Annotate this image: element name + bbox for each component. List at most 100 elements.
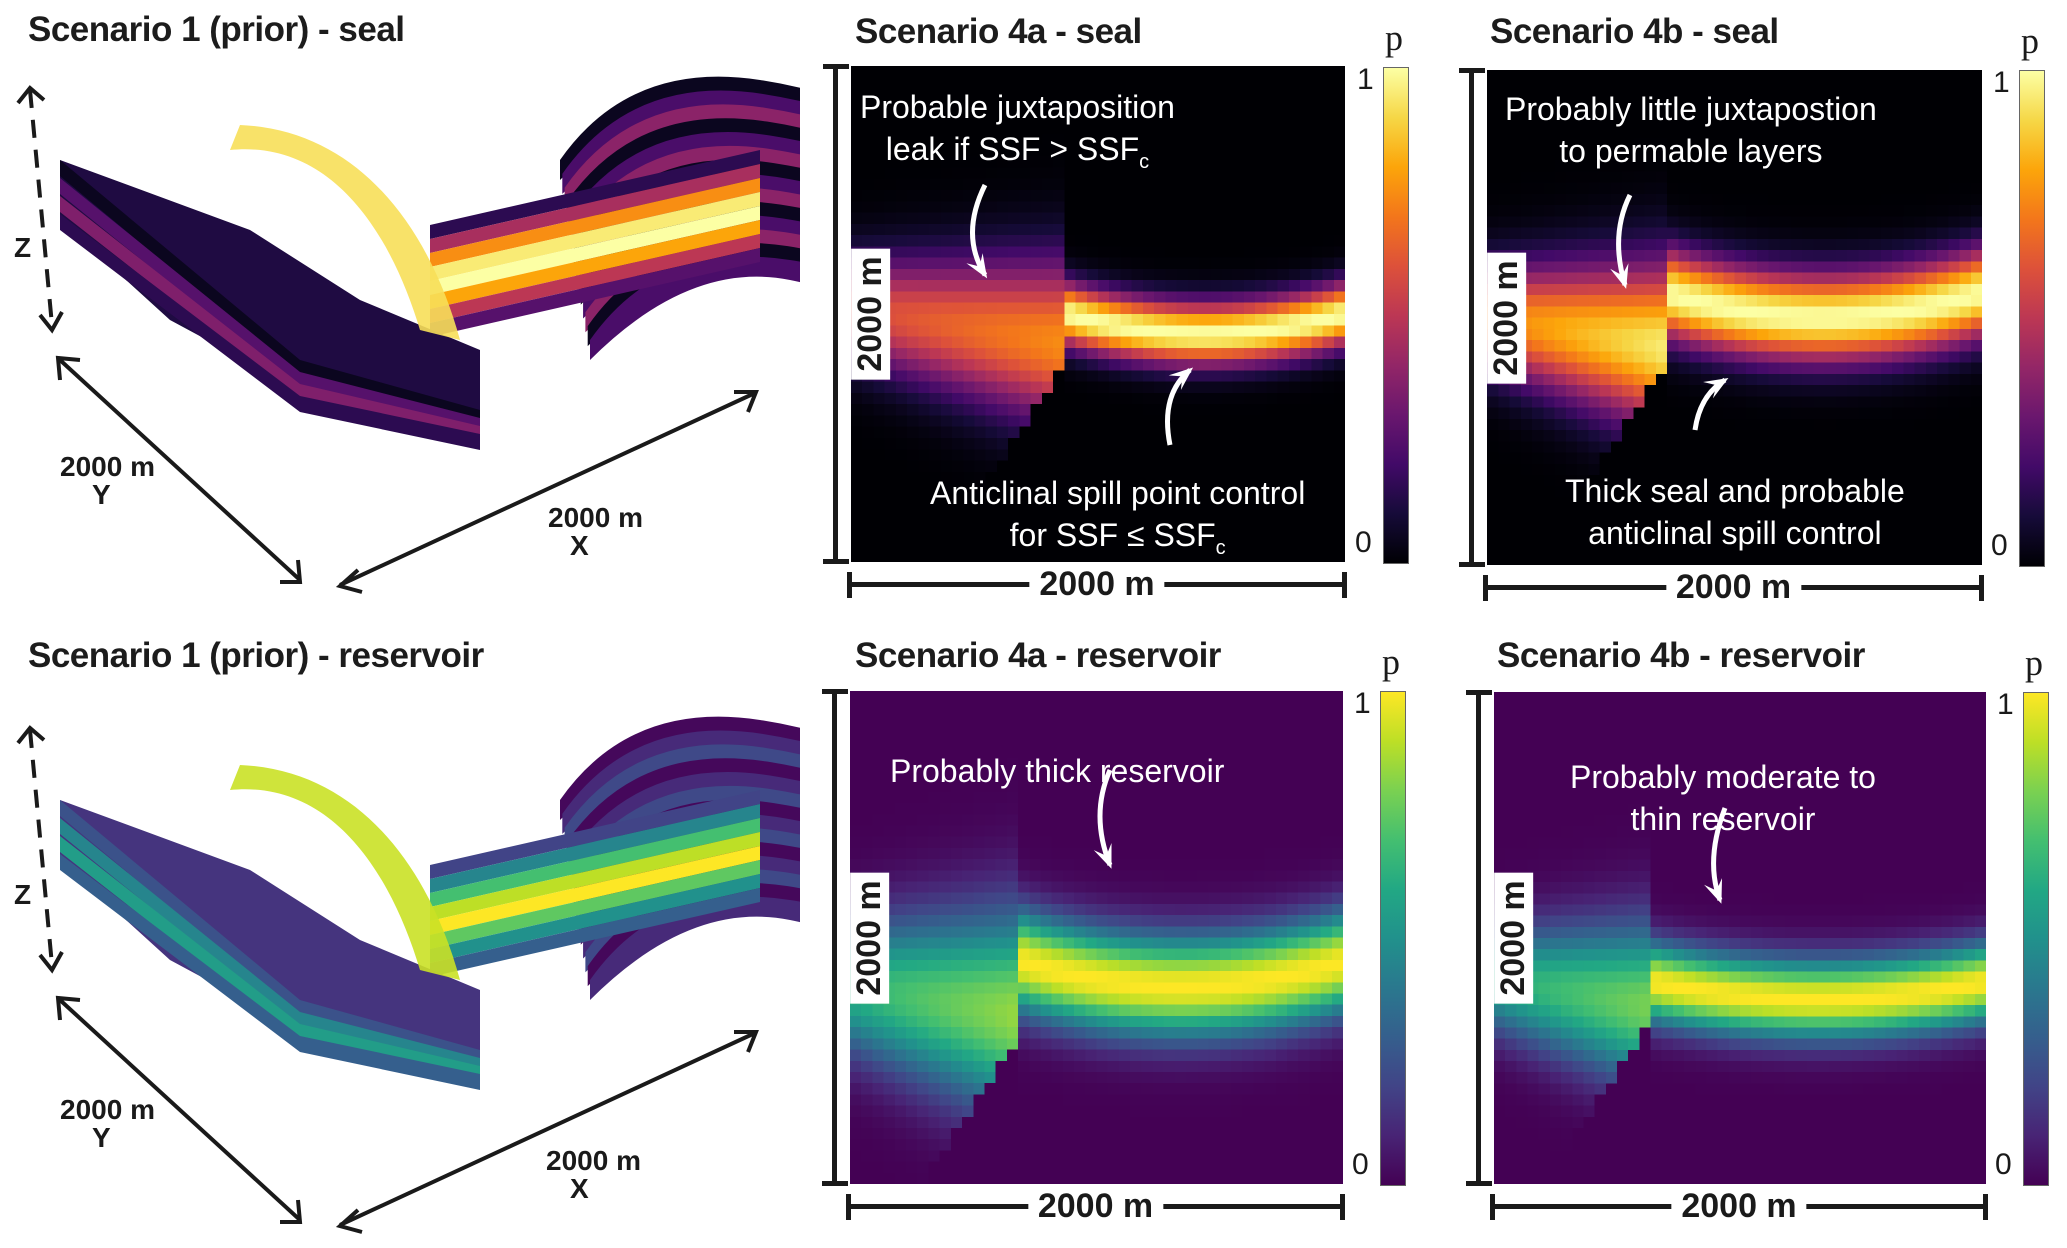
scale-cap <box>847 572 852 598</box>
annotation-line: to permable layers <box>1505 130 1877 172</box>
x-axis-name-label: X <box>570 530 589 561</box>
annotation-line-text: Probable juxtaposition <box>860 89 1175 125</box>
heatmap-cells <box>850 691 1343 1184</box>
y-axis-arrow-icon <box>58 358 302 582</box>
annotation-text: Probable juxtaposition leak if SSF > SSFc <box>860 86 1175 183</box>
heatmap-plot-area <box>850 691 1343 1184</box>
annotation-line-text: Probably thick reservoir <box>890 753 1225 789</box>
annotation-text: Anticlinal spill point control for SSF ≤ … <box>930 472 1305 569</box>
annotation-line: Thick seal and probable <box>1565 470 1905 512</box>
scale-cap <box>1983 1194 1988 1220</box>
heatmap-title: Scenario 4b - seal <box>1490 12 1779 51</box>
voxel-layer <box>430 818 760 907</box>
panel-title-scenario1-reservoir: Scenario 1 (prior) - reservoir <box>28 636 484 675</box>
heatmap-cells <box>1494 692 1986 1184</box>
vertical-scale-label: 2000 m <box>1494 872 1534 1004</box>
arrowhead-icon <box>280 1199 303 1224</box>
y-axis-arrow-icon <box>58 998 302 1222</box>
vertical-scale-bar: 2000 m <box>823 64 891 564</box>
annotation-line: Probably thick reservoir <box>890 750 1224 792</box>
heatmap-cells <box>1487 70 1982 565</box>
colorbar-tick-max: 1 <box>1997 688 2014 721</box>
3d-block-seal <box>16 76 800 594</box>
colorbar-label: p <box>2021 21 2039 61</box>
voxel-footwall-top <box>60 800 480 1070</box>
annotation-text: Probably little juxtapostion to permable … <box>1505 88 1877 172</box>
subscript: c <box>1215 537 1226 559</box>
heatmap-title: Scenario 4b - reservoir <box>1497 636 1865 675</box>
horizontal-scale-bar: 2000 m <box>1483 567 1984 607</box>
heatmap-plot-area <box>851 66 1345 562</box>
voxel-stripe <box>560 76 800 180</box>
y-axis-length-label: 2000 m <box>60 451 155 482</box>
annotation-line-text: to permable layers <box>1559 133 1823 169</box>
voxel-layer <box>430 874 760 963</box>
voxel-layer <box>430 832 760 921</box>
voxel-layer <box>430 192 760 281</box>
heatmap-title: Scenario 4a - seal <box>855 12 1142 51</box>
arrowhead-icon <box>335 568 363 594</box>
annotation-line: Probable juxtaposition <box>860 86 1175 128</box>
scale-cap <box>1342 572 1347 598</box>
colorbar-tick-max: 1 <box>1993 66 2010 99</box>
y-axis-name-label: Y <box>92 479 111 510</box>
z-axis-arrow-icon <box>28 89 54 326</box>
annotation-line-text: Thick seal and probable <box>1565 473 1905 509</box>
x-axis-arrow-icon <box>339 1031 756 1227</box>
annotation-line: thin reservoir <box>1570 798 1876 840</box>
annotation-line-text: leak if SSF > SSF <box>885 131 1140 167</box>
annotation-line-text: for SSF ≤ SSF <box>1009 517 1216 553</box>
vertical-scale-bar: 2000 m <box>822 689 890 1186</box>
z-axis-arrow-icon <box>28 729 54 966</box>
scale-cap <box>1490 1194 1495 1220</box>
vertical-scale-label: 2000 m <box>851 248 891 380</box>
colorbar-tick-max: 1 <box>1357 63 1374 96</box>
voxel-footwall-layer <box>60 214 480 450</box>
scale-cap <box>1466 1181 1492 1186</box>
arrowhead-icon <box>38 311 64 334</box>
arrowhead-icon <box>734 1030 759 1053</box>
arrowhead-icon <box>16 725 46 745</box>
colorbar-label: p <box>1385 18 1403 58</box>
scale-cap <box>823 64 849 69</box>
annotation-line-text: Probably little juxtapostion <box>1505 91 1877 127</box>
x-axis-name-label: X <box>570 1173 589 1204</box>
x-axis-length-label: 2000 m <box>546 1145 641 1176</box>
voxel-layer <box>430 804 760 893</box>
subscript: c <box>1139 151 1150 173</box>
voxel-layer <box>430 150 760 239</box>
voxel-stripe <box>560 716 800 820</box>
annotation-text: Probably moderate to thin reservoir <box>1570 756 1876 840</box>
scale-line <box>1476 690 1481 1186</box>
colorbar <box>2023 692 2049 1186</box>
horizontal-scale-bar: 2000 m <box>1490 1186 1988 1226</box>
heatmap-cells <box>851 66 1345 562</box>
colorbar-tick-min: 0 <box>1352 1148 1369 1181</box>
scale-line <box>832 689 837 1186</box>
annotation-text: Thick seal and probable anticlinal spill … <box>1565 470 1905 554</box>
z-axis-label: Z <box>14 232 32 263</box>
annotation-line: anticlinal spill control <box>1565 512 1905 554</box>
z-axis-label: Z <box>14 879 32 910</box>
voxel-layer <box>430 888 760 977</box>
panel-title-scenario1-seal: Scenario 1 (prior) - seal <box>28 10 405 49</box>
horizontal-scale-bar: 2000 m <box>847 564 1347 604</box>
annotation-line: Probably little juxtapostion <box>1505 88 1877 130</box>
x-axis-arrow-icon <box>339 391 756 587</box>
scale-cap <box>1459 562 1485 567</box>
voxel-stripe <box>590 256 800 360</box>
voxel-layer <box>430 178 760 267</box>
voxel-footwall-layer <box>60 818 480 1074</box>
x-axis-length-label: 2000 m <box>548 502 643 533</box>
voxel-layer <box>430 248 760 337</box>
heatmap-title: Scenario 4a - reservoir <box>855 636 1221 675</box>
scale-cap <box>822 1181 848 1186</box>
colorbar <box>1383 67 1409 564</box>
colorbar-tick-max: 1 <box>1354 687 1371 720</box>
heatmap-plot-area <box>1494 692 1986 1184</box>
colorbar-tick-min: 0 <box>1995 1148 2012 1181</box>
voxel-layer <box>430 860 760 949</box>
voxel-layer <box>430 846 760 935</box>
annotation-line: leak if SSF > SSFc <box>860 128 1175 183</box>
scale-cap <box>822 689 848 694</box>
